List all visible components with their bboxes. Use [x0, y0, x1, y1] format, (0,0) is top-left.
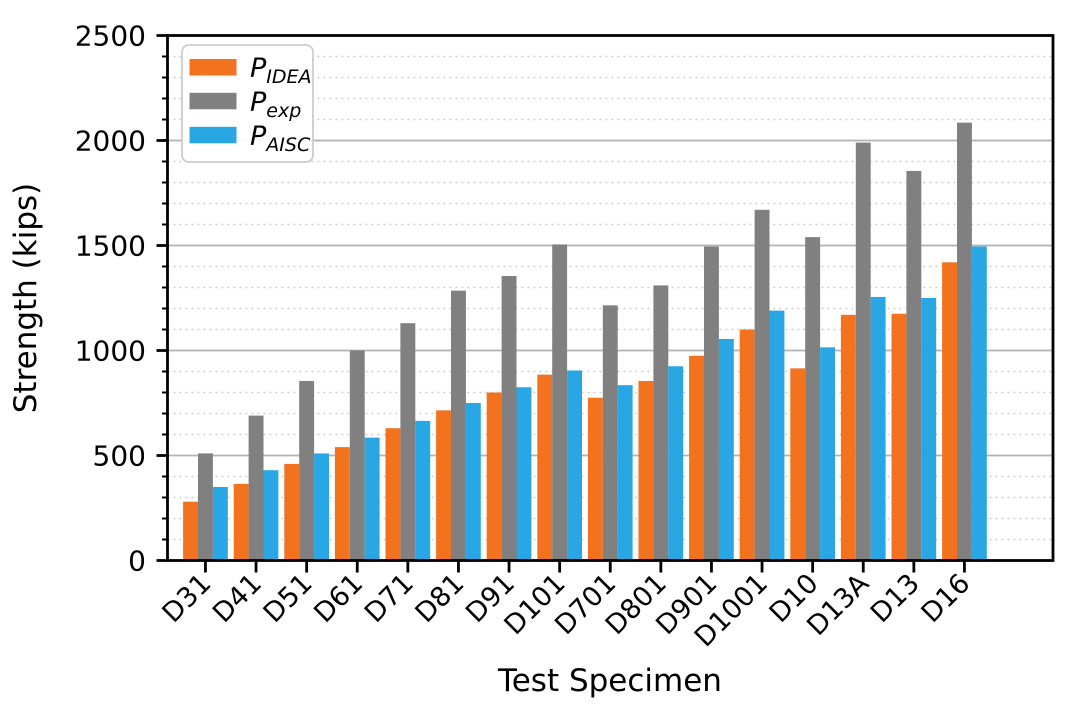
y-tick-label: 1000: [75, 335, 146, 368]
bar-P_AISC-D10: [820, 347, 835, 561]
bar-P_IDEA-D901: [689, 355, 704, 561]
bar-P_IDEA-D71: [385, 428, 401, 561]
legend-swatch-paisc: [189, 126, 237, 144]
y-axis-title: Strength (kips): [8, 183, 44, 414]
bar-P_IDEA-D41: [233, 483, 249, 561]
bar-P_exp-D51: [299, 380, 315, 561]
bar-P_AISC-D31: [212, 487, 228, 561]
bar-P_exp-D801: [653, 285, 669, 561]
bar-P_exp-D101: [552, 244, 568, 561]
bar-P_exp-D91: [501, 275, 517, 561]
bar-P_exp-D81: [451, 290, 466, 561]
y-tick-labels: 0 500 1000 1500 2000 2500: [75, 20, 146, 578]
bar-P_IDEA-D61: [334, 447, 350, 561]
bar-P_exp-D61: [349, 350, 365, 561]
bar-P_AISC-D61: [364, 437, 380, 561]
bar-P_IDEA-D81: [436, 410, 451, 561]
bar-P_exp-D16: [957, 122, 972, 561]
bar-P_AISC-D101: [567, 370, 582, 561]
legend-swatch-pidea: [189, 59, 237, 76]
y-tick-label: 2500: [75, 20, 146, 53]
bar-P_exp-D13A: [855, 142, 871, 561]
bar-P_IDEA-D801: [638, 380, 654, 561]
legend-label-paisc: PAISC: [250, 121, 311, 156]
plot-border: [166, 34, 1055, 562]
bar-groups: [183, 122, 987, 561]
y-tick-label: 500: [93, 440, 146, 473]
bar-P_AISC-D1001: [769, 310, 785, 561]
legend: PIDEA Pexp PAISC: [181, 44, 314, 163]
legend-label-pidea: PIDEA: [250, 53, 312, 88]
bar-P_AISC-D91: [516, 387, 532, 561]
bar-P_AISC-D901: [718, 338, 734, 561]
y-tick-label: 1500: [75, 230, 146, 263]
bar-P_AISC-D71: [415, 420, 431, 561]
bar-P_exp-D13: [906, 170, 922, 561]
bar-P_AISC-D51: [314, 453, 329, 561]
bar-P_IDEA-D10: [790, 368, 806, 561]
y-tick-label: 0: [128, 545, 146, 578]
bar-P_AISC-D13A: [870, 296, 886, 561]
x-axis-title: Test Specimen: [497, 663, 722, 699]
legend-swatch-pexp: [189, 92, 237, 110]
bar-P_exp-D701: [602, 305, 618, 561]
bar-P_exp-D10: [805, 237, 821, 561]
bar-P_IDEA-D13A: [840, 314, 856, 561]
bar-P_exp-D31: [198, 453, 213, 561]
bar-P_exp-D901: [704, 246, 719, 561]
bar-P_IDEA-D16: [942, 262, 957, 561]
bar-P_AISC-D701: [617, 385, 633, 561]
bar-P_AISC-D801: [668, 366, 684, 561]
bar-P_IDEA-D91: [486, 392, 502, 561]
bar-P_AISC-D41: [263, 470, 279, 561]
bar-P_IDEA-D1001: [739, 329, 755, 561]
bar-P_AISC-D16: [971, 246, 987, 561]
bar-P_IDEA-D101: [537, 374, 553, 561]
bar-P_AISC-D13: [921, 298, 937, 561]
bar-P_exp-D1001: [754, 209, 770, 561]
bar-P_IDEA-D13: [891, 313, 907, 561]
bar-P_IDEA-D701: [587, 397, 603, 561]
bar-P_IDEA-D51: [284, 463, 300, 561]
legend-label-pexp: Pexp: [250, 87, 301, 122]
bar-P_exp-D71: [400, 323, 416, 561]
bar-P_exp-D41: [248, 415, 264, 561]
bar-P_AISC-D81: [465, 403, 481, 561]
y-tick-label: 2000: [75, 125, 146, 158]
bar-P_IDEA-D31: [183, 501, 198, 561]
